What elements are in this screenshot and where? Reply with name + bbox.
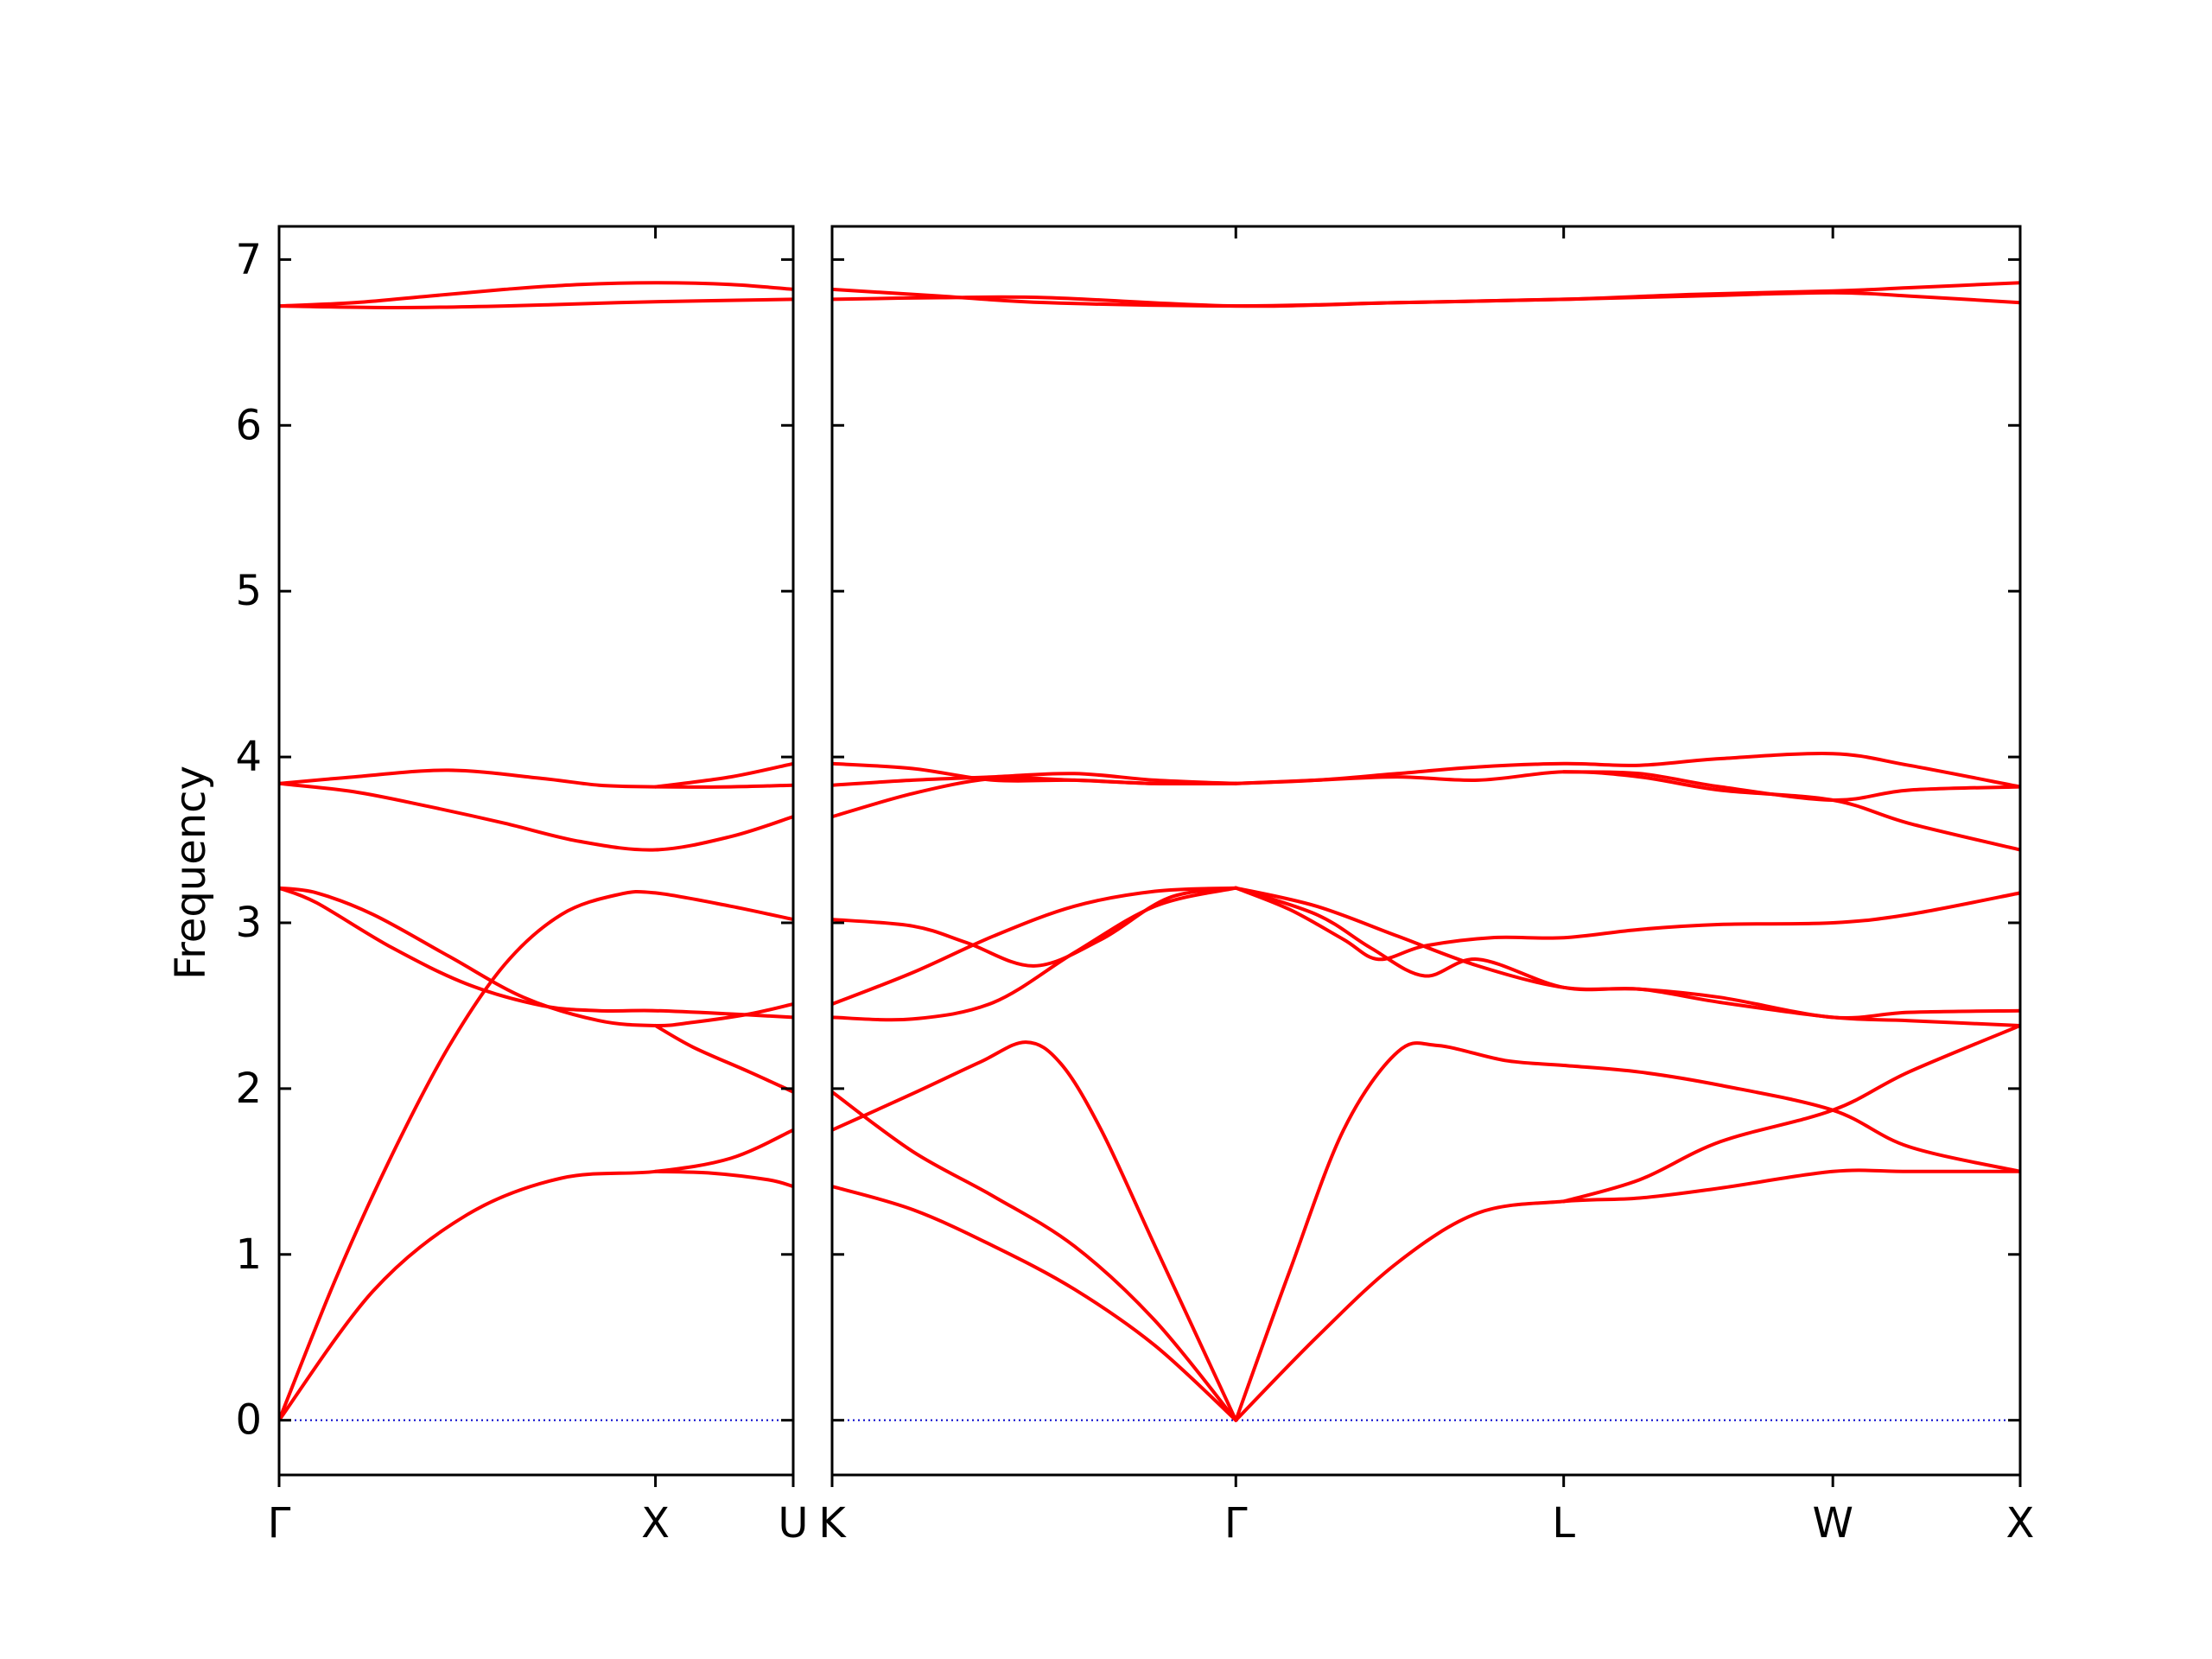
band-line-1-5 [279,781,793,852]
y-tick-label: 6 [235,401,262,449]
band-line-1-7 [279,281,793,308]
band-line-2-4 [832,886,1238,1022]
band-line-2-1 [832,1185,1238,1422]
y-axis-label: Frequency [167,766,215,980]
band-line-1-8 [279,297,793,309]
y-tick-label: 5 [235,567,262,615]
band-line-2-12 [1234,1168,2020,1422]
x-tick-label: Γ [1224,1499,1248,1548]
x-tick-label: K [818,1499,847,1548]
x-tick-label: W [1812,1499,1853,1548]
y-tick-label: 0 [235,1396,262,1445]
y-tick-label: 3 [235,899,262,947]
band-line-1-10 [653,1169,793,1189]
band-line-1-4 [279,886,793,1020]
x-tick-label: Γ [268,1499,291,1548]
y-tick-label: 7 [235,235,262,283]
x-tick-label: X [2006,1499,2035,1548]
y-tick-label: 1 [235,1230,262,1279]
band-line-2-11 [832,281,2020,308]
band-line-2-8 [832,772,1238,787]
band-line-2-3 [832,1040,1238,1422]
band-line-1-2 [279,889,793,1422]
band-line-2-19 [1234,752,2020,789]
band-line-2-17 [1234,886,2020,962]
bands-group [279,281,793,1422]
y-tick-label: 2 [235,1065,262,1113]
band-line-2-9 [832,761,1238,786]
band-line-2-14 [1561,1024,2020,1204]
x-tick-label: U [778,1499,808,1548]
band-line-1-1 [279,1128,793,1422]
y-tick-label: 4 [235,733,262,781]
panel-frame [830,225,2022,1477]
band-line-2-5 [832,886,1238,1006]
x-tick-label: L [1552,1499,1575,1548]
panel-frame [277,225,795,1477]
bands-group [832,281,2020,1422]
plot-root: 0 1 2 3 4 5 6 7 Γ X U K Γ L W X [235,225,2035,1548]
band-line-1-6 [279,768,793,789]
panel-1: 0 1 2 3 4 5 6 7 Γ X U [235,225,809,1548]
band-line-2-16 [1234,886,2020,1020]
band-line-2-2 [832,1090,1238,1422]
band-line-1-11 [653,761,793,789]
band-line-1-9 [653,1024,793,1094]
band-line-2-20 [1561,770,2020,803]
band-line-2-13 [1234,1041,2020,1422]
band-line-2-6 [832,886,1238,968]
x-tick-label: X [641,1499,670,1548]
